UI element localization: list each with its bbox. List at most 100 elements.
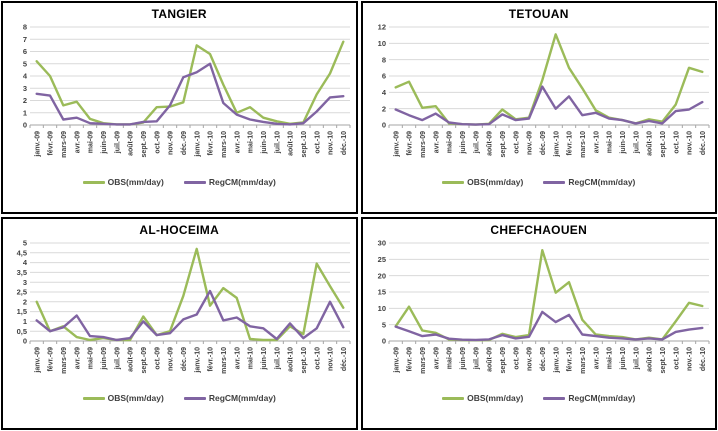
legend-item-obs: OBS(mm/day) [82,393,164,403]
svg-text:juin-10: juin-10 [261,131,268,155]
svg-text:déc.-10: déc.-10 [341,347,348,371]
svg-text:août-10: août-10 [647,347,654,372]
svg-text:juil.-10: juil.-10 [634,347,641,370]
svg-text:5: 5 [23,239,27,248]
chart-title-tangier: TANGIER [151,7,207,21]
svg-text:nov.-09: nov.-09 [527,347,534,371]
chart-title-chefchaouen: CHEFCHAOUEN [490,223,588,237]
svg-text:2,5: 2,5 [16,288,26,297]
svg-text:0,5: 0,5 [16,327,26,336]
svg-text:0: 0 [382,121,386,130]
svg-text:mai-09: mai-09 [447,347,454,369]
svg-text:août-09: août-09 [487,131,494,156]
svg-text:mars-09: mars-09 [61,347,68,374]
svg-text:févr.-10: févr.-10 [567,131,574,156]
svg-text:nov.-09: nov.-09 [527,131,534,155]
svg-text:août-09: août-09 [487,347,494,372]
svg-text:août-10: août-10 [647,131,654,156]
svg-text:0: 0 [23,121,27,130]
svg-text:août-10: août-10 [287,131,294,156]
svg-text:10: 10 [378,304,386,313]
legend-tetouan: OBS(mm/day) RegCM(mm/day) [442,177,635,187]
regcm-line-swatch [183,180,206,184]
svg-text:avr.-10: avr.-10 [234,131,241,153]
legend-label-obs: OBS(mm/day) [107,177,164,187]
svg-text:févr.-09: févr.-09 [407,347,414,372]
svg-text:nov.-10: nov.-10 [687,347,694,371]
svg-text:mai-09: mai-09 [87,347,94,369]
svg-text:juil.-09: juil.-09 [114,347,121,370]
svg-text:mai-10: mai-10 [247,131,254,153]
obs-line-swatch [442,396,465,400]
svg-text:3,5: 3,5 [16,268,26,277]
svg-text:déc.-10: déc.-10 [341,131,348,155]
svg-text:nov.-09: nov.-09 [167,131,174,155]
chart-panel-chefchaouen: CHEFCHAOUEN 0 5 10 15 20 25 30 janv.-09 févr.-09… [360,217,717,430]
legend-item-obs: OBS(mm/day) [82,177,164,187]
svg-text:sept.-10: sept.-10 [660,131,667,158]
svg-text:mai-10: mai-10 [247,347,254,369]
svg-text:4,5: 4,5 [16,248,26,257]
svg-text:déc.-09: déc.-09 [540,347,547,371]
svg-text:4: 4 [23,258,28,267]
svg-text:nov.-10: nov.-10 [687,131,694,155]
svg-text:2: 2 [23,96,27,105]
legend-label-obs: OBS(mm/day) [467,393,524,403]
svg-text:janv.-09: janv.-09 [34,347,41,374]
svg-text:juil.-10: juil.-10 [634,131,641,154]
svg-text:1: 1 [23,108,27,117]
svg-text:févr.-09: févr.-09 [47,131,54,156]
svg-text:oct.-10: oct.-10 [314,131,321,154]
svg-text:juil.-09: juil.-09 [114,131,121,154]
svg-text:janv.-10: janv.-10 [194,131,201,158]
legend-chefchaouen: OBS(mm/day) RegCM(mm/day) [442,393,635,403]
svg-text:déc.-09: déc.-09 [540,131,547,155]
regcm-line-swatch [543,180,566,184]
svg-text:avr.-10: avr.-10 [234,347,241,369]
svg-text:juil.-10: juil.-10 [274,347,281,370]
svg-text:15: 15 [378,288,386,297]
svg-text:sept.-09: sept.-09 [500,347,507,374]
svg-text:déc.-09: déc.-09 [181,131,188,155]
legend-item-regcm: RegCM(mm/day) [183,393,276,403]
chart-canvas-tangier: 0 1 2 3 4 5 6 7 8 janv.-09 févr.-09 mars-09 avr.-09 m… [23,23,351,158]
legend-item-obs: OBS(mm/day) [442,393,523,403]
svg-text:mars-10: mars-10 [580,347,587,374]
svg-text:oct.-09: oct.-09 [514,131,521,154]
svg-text:sept.-09: sept.-09 [141,347,148,374]
legend-label-regcm: RegCM(mm/day) [208,393,276,403]
svg-text:oct.-09: oct.-09 [154,347,161,370]
svg-text:mars-09: mars-09 [420,131,427,158]
svg-text:1: 1 [23,317,27,326]
chart-panel-alhoceima: AL-HOCEIMA 0 0,5 1 1,5 2 2,5 3 3,5 4 4,5 5 janv.-09… [1,217,358,430]
obs-line-swatch [82,180,105,184]
svg-text:juin-09: juin-09 [101,131,108,155]
svg-text:20: 20 [378,271,386,280]
legend-label-regcm: RegCM(mm/day) [208,177,276,187]
legend-tangier: OBS(mm/day) RegCM(mm/day) [82,177,276,187]
svg-text:juin-09: juin-09 [460,347,467,371]
svg-text:sept.-09: sept.-09 [500,131,507,158]
svg-text:oct.-09: oct.-09 [514,347,521,370]
svg-text:juin-09: juin-09 [101,347,108,371]
svg-text:août-09: août-09 [127,131,134,156]
svg-text:juin-10: juin-10 [620,131,627,155]
svg-text:oct.-10: oct.-10 [674,347,681,370]
svg-text:sept.-10: sept.-10 [301,347,308,374]
svg-text:févr.-10: févr.-10 [207,131,214,156]
svg-text:août-10: août-10 [287,347,294,372]
svg-text:12: 12 [378,23,386,32]
svg-text:nov.-10: nov.-10 [327,347,334,371]
svg-text:mars-09: mars-09 [420,347,427,374]
svg-text:0: 0 [382,337,386,346]
svg-text:oct.-10: oct.-10 [674,131,681,154]
svg-text:3: 3 [23,278,27,287]
svg-text:déc.-09: déc.-09 [181,347,188,371]
svg-text:août-09: août-09 [127,347,134,372]
svg-text:4: 4 [23,72,28,81]
obs-line-swatch [82,396,105,400]
legend-item-obs: OBS(mm/day) [442,177,523,187]
svg-text:juil.-10: juil.-10 [274,131,281,154]
svg-text:4: 4 [382,88,387,97]
svg-text:30: 30 [378,239,386,248]
